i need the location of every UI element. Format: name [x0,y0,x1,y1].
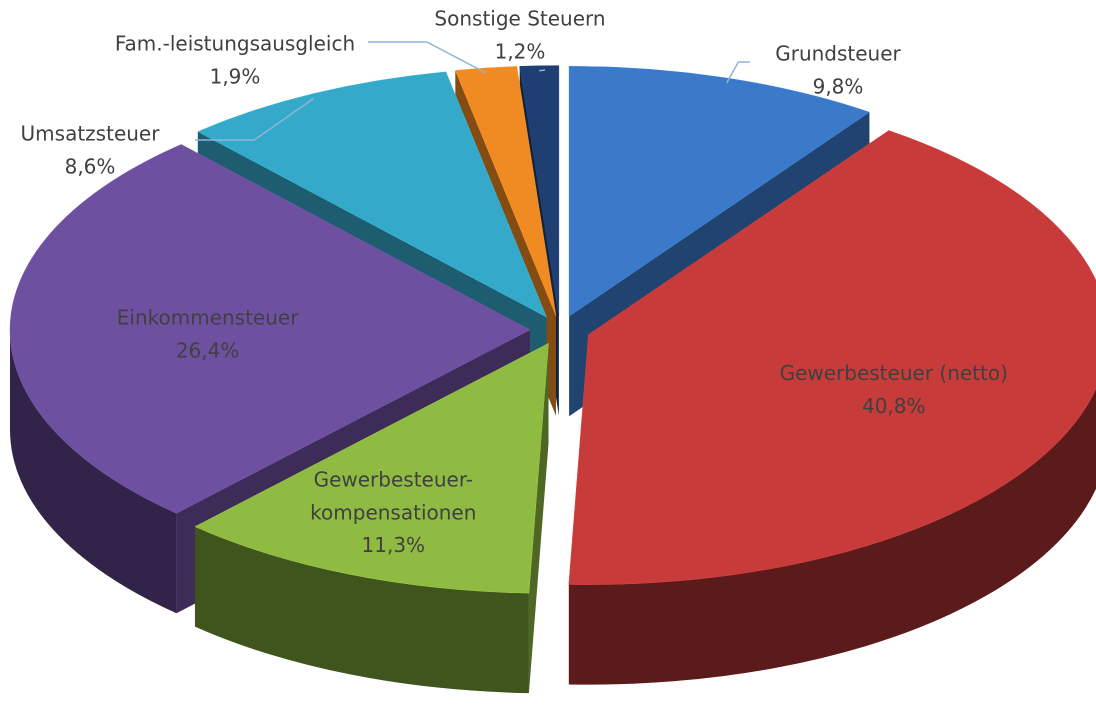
leader-line [195,98,314,141]
slice-label: Umsatzsteuer [21,122,161,146]
slice [568,130,1096,585]
slice-label: Gewerbesteuer (netto) [780,361,1008,385]
slice-wall [10,329,177,614]
slice-label: Fam.-leistungsausgleich [115,32,355,56]
slice-label: Gewerbesteuer-kompensationen [310,467,476,524]
slice-value-label: 11,3% [362,533,426,557]
slice-value-label: 40,8% [862,394,926,418]
slice [454,66,557,316]
slice-label: Einkommensteuer [117,305,299,329]
slice-side [528,343,549,694]
slice-value-label: 8,6% [65,155,116,179]
leader-line [539,69,546,72]
slice [194,342,549,594]
slice-label: Grundsteuer [775,42,901,66]
slice-label: Sonstige Steuern [434,7,605,31]
slice [197,71,548,318]
slice-wall [568,388,1096,685]
label-line: Gewerbesteuer- [314,467,473,491]
slice [9,144,531,514]
slice-value-label: 1,9% [210,65,261,89]
slice-value-label: 26,4% [176,338,240,362]
label-line: kompensationen [310,500,476,524]
slice-value-label: 9,8% [813,75,864,99]
slice-wall [194,526,529,694]
slice [519,65,560,316]
leader-line [726,61,750,84]
slice-value-label: 1,2% [495,40,546,64]
slice [568,66,870,317]
leader-line [368,41,487,74]
